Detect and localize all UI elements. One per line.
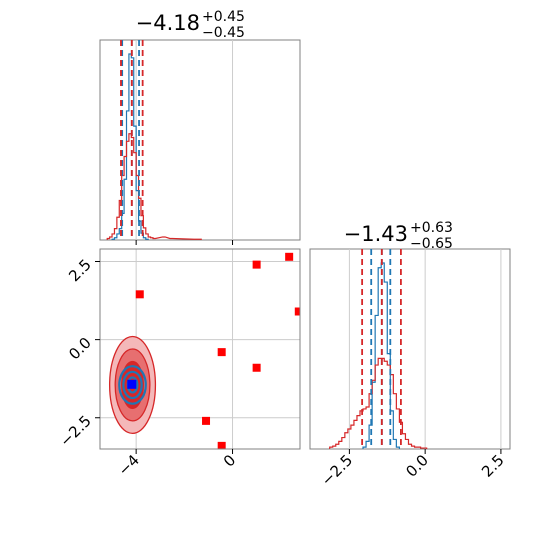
p1-title-minus: −0.45: [202, 25, 245, 41]
p1-marginal-panel: [99, 39, 301, 245]
p2-marginal-series: [329, 262, 428, 449]
p1-marginal-quantiles: [120, 40, 144, 240]
p2-marginal-panel: −2.5 0.0 2.5: [309, 248, 511, 490]
joint-outlier-point: [252, 363, 261, 372]
joint-outlier-point: [217, 441, 226, 449]
p1-p2-joint-panel: −4 0 −2.5 0.0 2.5: [56, 248, 301, 479]
joint-outlier-point: [202, 416, 211, 425]
joint-x-tick-label: 0: [220, 451, 239, 470]
joint-outlier-point: [294, 307, 300, 316]
p1-marginal-frame: [99, 39, 301, 241]
joint-outlier-point: [252, 260, 261, 269]
joint-outlier-point: [217, 348, 226, 357]
joint-content: [108, 252, 300, 449]
p2-marginal-panel-histogram-series: [362, 262, 400, 449]
joint-y-tick-label: 2.5: [65, 256, 95, 286]
joint-blue-contour-0: [118, 365, 147, 405]
joint-x-tick-label: −4: [115, 451, 143, 479]
p1-title-plus: +0.45: [202, 9, 245, 25]
p2-marginal-ticks: −2.5 0.0 2.5: [318, 449, 508, 490]
joint-blue-contour-1: [122, 370, 143, 400]
p2-marginal-frame: [309, 248, 511, 450]
joint-y-tick-label: −2.5: [56, 412, 94, 450]
p2-marginal-quantiles: [361, 249, 402, 449]
p2-marginal-panel-x-tick-label: 0.0: [402, 451, 432, 481]
joint-frame-outline: [99, 248, 301, 450]
p2-title-plus: +0.63: [410, 220, 453, 236]
p1-marginal-ticks: [135, 240, 234, 245]
p2-marginal-panel-x-tick-label: 2.5: [478, 451, 508, 481]
joint-y-tick-label: 0.0: [65, 334, 95, 364]
p2-marginal-panel-x-tick-label: −2.5: [318, 451, 356, 489]
p2-marginal-grid: [348, 249, 502, 449]
joint-outlier-point: [135, 290, 144, 299]
p2-title-value: −1.43: [344, 222, 408, 246]
joint-highlight-point: [127, 379, 137, 389]
joint-outlier-point: [285, 252, 294, 261]
p1-marginal-panel-histogram-series: [106, 133, 202, 240]
p2-title-minus: −0.65: [410, 236, 453, 252]
p2-marginal-panel-histogram-series: [329, 357, 428, 449]
p1-title-value: −4.18: [136, 11, 200, 35]
